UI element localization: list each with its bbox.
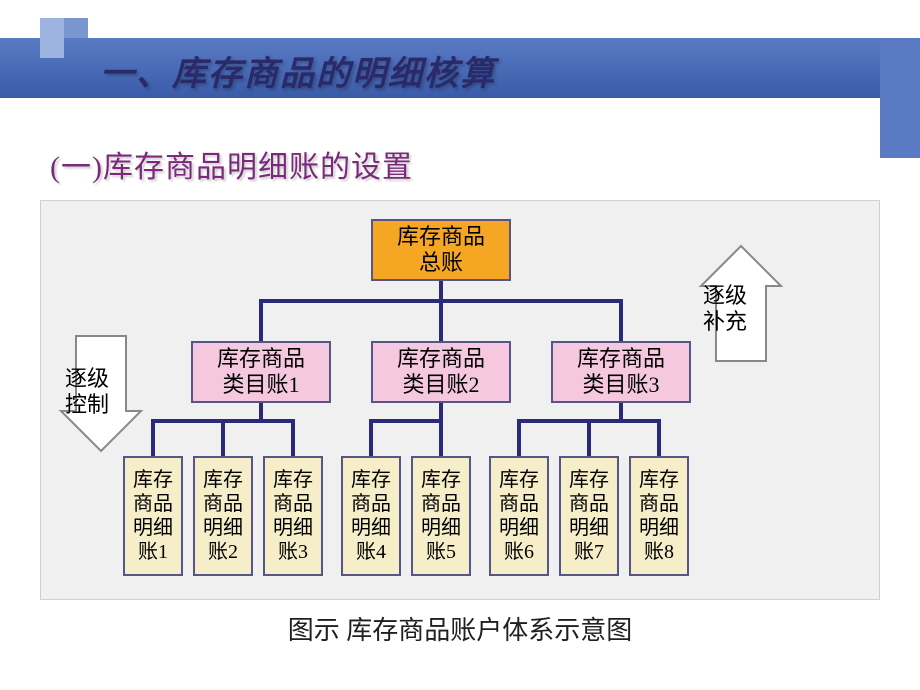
leaf-node-4: 库存商品明细账4 (341, 456, 401, 576)
sub-title: (一)库存商品明细账的设置 (50, 142, 413, 186)
category-node-2: 库存商品 类目账2 (371, 341, 511, 403)
cat3-label-2: 类目账3 (577, 372, 665, 398)
cat2-label-2: 类目账2 (397, 372, 485, 398)
leaf-node-5: 库存商品明细账5 (411, 456, 471, 576)
main-title: 一、库存商品的明细核算 (100, 46, 496, 95)
leaf-node-8: 库存商品明细账8 (629, 456, 689, 576)
leaf-node-1: 库存商品明细账1 (123, 456, 183, 576)
header-decor-1 (40, 18, 64, 58)
diagram-caption: 图示 库存商品账户体系示意图 (0, 610, 920, 647)
category-node-3: 库存商品 类目账3 (551, 341, 691, 403)
arrow-left-label: 逐级 控制 (65, 366, 109, 419)
cat1-label-2: 类目账1 (217, 372, 305, 398)
cat1-label-1: 库存商品 (217, 346, 305, 372)
header-decor-2 (64, 18, 88, 38)
root-label-1: 库存商品 (397, 224, 485, 250)
header-decor-right (880, 38, 920, 158)
leaf-node-3: 库存商品明细账3 (263, 456, 323, 576)
root-node: 库存商品 总账 (371, 219, 511, 281)
cat2-label-1: 库存商品 (397, 346, 485, 372)
leaf-node-6: 库存商品明细账6 (489, 456, 549, 576)
arrow-right-label: 逐级 补充 (703, 283, 747, 336)
cat3-label-1: 库存商品 (577, 346, 665, 372)
leaf-node-7: 库存商品明细账7 (559, 456, 619, 576)
leaf-node-2: 库存商品明细账2 (193, 456, 253, 576)
diagram-container: 库存商品 总账 库存商品 类目账1 库存商品 类目账2 库存商品 类目账3 库存… (40, 200, 880, 600)
category-node-1: 库存商品 类目账1 (191, 341, 331, 403)
root-label-2: 总账 (397, 250, 485, 276)
